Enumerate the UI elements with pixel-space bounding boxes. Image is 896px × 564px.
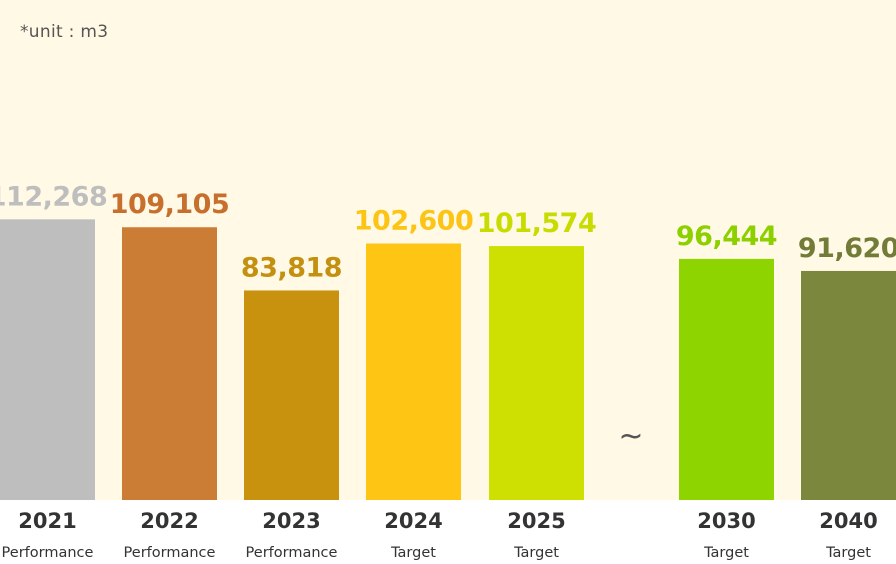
value-label-2021: 112,268 (0, 181, 107, 212)
bar-2024 (366, 243, 461, 500)
bar-2021 (0, 219, 95, 500)
category-sublabel-2023: Performance (246, 545, 338, 561)
category-sublabel-2022: Performance (124, 545, 216, 561)
value-label-2025: 101,574 (477, 208, 596, 239)
category-sublabel-2030: Target (703, 545, 749, 561)
category-sublabel-2024: Target (390, 545, 436, 561)
bar-2030 (679, 258, 774, 500)
category-sublabel-2021: Performance (2, 545, 94, 561)
axis-break-marker: ~ (618, 419, 643, 454)
bar-2040 (801, 270, 896, 500)
category-label-2040: 2040 (819, 509, 877, 533)
category-label-2024: 2024 (384, 509, 442, 533)
value-label-2030: 96,444 (676, 221, 777, 252)
category-label-2022: 2022 (140, 509, 198, 533)
category-label-2030: 2030 (697, 509, 755, 533)
value-label-2040: 91,620 (798, 233, 896, 264)
value-label-2024: 102,600 (354, 206, 473, 237)
category-sublabel-2025: Target (513, 545, 559, 561)
value-label-2023: 83,818 (241, 252, 342, 283)
unit-note: *unit : m3 (20, 22, 109, 42)
value-label-2022: 109,105 (110, 189, 229, 220)
bar-2022 (122, 227, 217, 501)
category-label-2025: 2025 (507, 509, 565, 533)
category-label-2023: 2023 (262, 509, 320, 533)
bar-2025 (489, 246, 584, 500)
category-sublabel-2040: Target (825, 545, 871, 561)
bar-2023 (244, 290, 339, 500)
category-label-2021: 2021 (18, 509, 76, 533)
